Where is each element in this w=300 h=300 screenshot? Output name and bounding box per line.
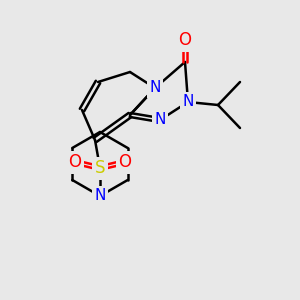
Text: O: O: [118, 153, 131, 171]
Text: O: O: [178, 31, 191, 49]
Text: N: N: [149, 80, 161, 95]
Text: O: O: [68, 153, 82, 171]
Text: S: S: [95, 159, 105, 177]
Text: N: N: [94, 188, 106, 203]
Text: N: N: [154, 112, 166, 128]
Text: N: N: [182, 94, 194, 110]
